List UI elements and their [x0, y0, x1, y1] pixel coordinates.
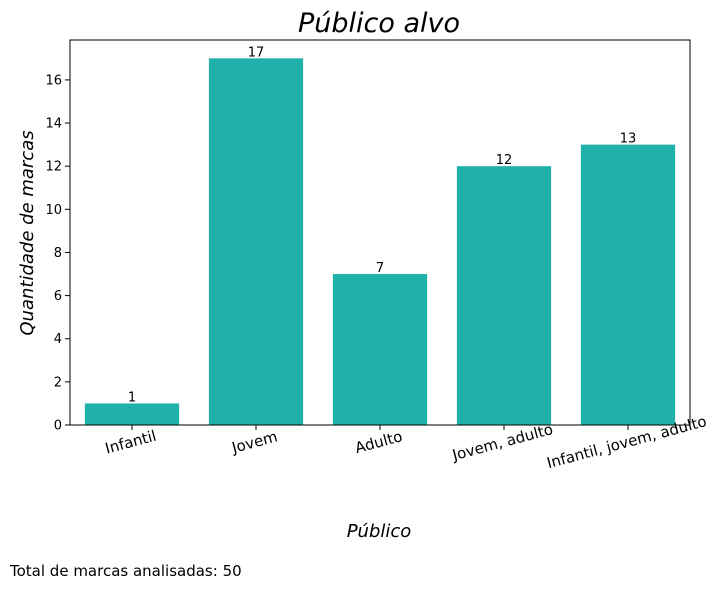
bar-value-label: 12: [496, 153, 513, 168]
bar: [84, 403, 180, 425]
y-tick-label: 10: [45, 203, 62, 218]
y-tick-label: 2: [54, 375, 62, 390]
y-tick-label: 14: [45, 117, 62, 132]
bar: [332, 274, 428, 425]
y-tick-label: 12: [45, 160, 62, 175]
bar: [456, 166, 552, 426]
bar: [208, 58, 304, 425]
y-tick-label: 4: [54, 332, 62, 347]
plot-area: 0 2 4 6 8 10 12 14 16 1 Infantil 17 Jovem 7 Adulto 12 Jo…: [45, 45, 708, 472]
x-tick-label: Adulto: [353, 427, 404, 457]
bar: [580, 144, 676, 425]
bar-value-label: 17: [248, 45, 265, 60]
plot-frame: [69, 39, 691, 426]
bar-value-label: 7: [376, 261, 384, 276]
total-brands-note: Total de marcas analisadas: 50: [10, 562, 242, 580]
y-axis-label: Quantidade de marcas: [17, 130, 38, 335]
y-tick-label: 16: [45, 73, 62, 88]
bar-value-label: 1: [128, 390, 136, 405]
y-tick-label: 6: [54, 289, 62, 304]
y-tick-label: 0: [54, 419, 62, 434]
bar-value-label: 13: [620, 132, 637, 147]
chart-title: Público alvo: [298, 8, 460, 39]
x-tick-label: Jovem: [229, 427, 279, 457]
x-tick-label: Infantil: [103, 427, 158, 458]
y-tick-label: 8: [54, 246, 62, 261]
x-tick-label: Jovem, adulto: [450, 420, 555, 464]
x-axis-label: Público: [347, 521, 412, 542]
